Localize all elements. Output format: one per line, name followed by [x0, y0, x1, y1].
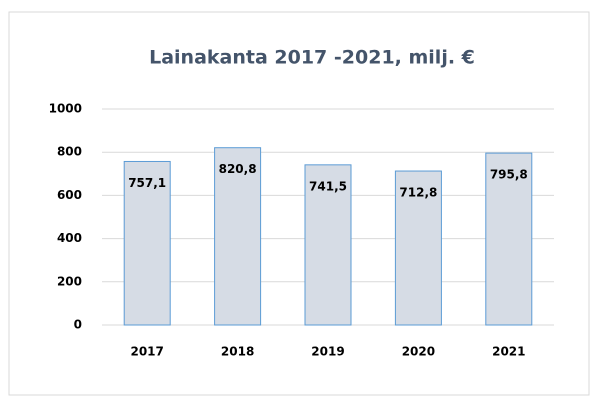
- x-tick-label: 2019: [311, 345, 344, 359]
- bar: [304, 164, 352, 326]
- x-tick-label: 2021: [492, 345, 525, 359]
- y-tick-label: 1000: [49, 102, 82, 116]
- chart-title: Lainakanta 2017 -2021, milj. €: [149, 47, 475, 69]
- data-label: 757,1: [128, 176, 166, 190]
- x-tick-label: 2017: [130, 345, 163, 359]
- y-tick-label: 0: [74, 318, 82, 332]
- data-label: 712,8: [399, 186, 437, 200]
- data-label: 741,5: [309, 179, 347, 193]
- y-tick-label: 600: [57, 188, 82, 202]
- x-tick-label: 2018: [221, 345, 254, 359]
- bar: [123, 160, 171, 326]
- y-tick-label: 400: [57, 231, 82, 245]
- bar: [214, 147, 262, 326]
- y-tick-label: 800: [57, 145, 82, 159]
- y-tick-label: 200: [57, 274, 82, 288]
- data-label: 795,8: [490, 168, 528, 182]
- x-tick-label: 2020: [402, 345, 435, 359]
- bar: [394, 170, 442, 326]
- bar: [485, 152, 533, 326]
- data-label: 820,8: [219, 162, 257, 176]
